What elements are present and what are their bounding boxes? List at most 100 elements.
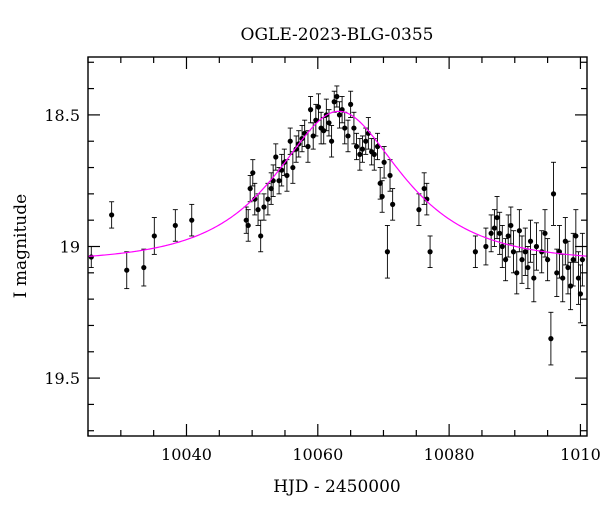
data-marker [494, 214, 500, 221]
data-point [359, 135, 366, 163]
data-marker [579, 257, 586, 263]
data-point [374, 132, 381, 161]
data-marker [353, 143, 360, 150]
data-marker [527, 238, 534, 244]
data-point [299, 124, 305, 153]
data-marker [525, 264, 531, 271]
data-marker [545, 257, 551, 263]
data-marker [293, 146, 299, 152]
data-marker [351, 125, 357, 131]
data-point [371, 138, 377, 171]
data-marker [287, 138, 293, 144]
data-point [276, 167, 282, 195]
data-marker [483, 243, 489, 250]
data-marker [516, 228, 522, 234]
data-point [377, 167, 383, 200]
x-tick-label: 10040 [161, 445, 212, 464]
data-point [334, 85, 340, 108]
data-marker [313, 117, 319, 123]
data-point [261, 193, 267, 221]
data-point [516, 209, 522, 253]
data-marker [548, 336, 554, 342]
data-marker [363, 138, 369, 144]
data-point [525, 246, 531, 290]
data-point [172, 209, 178, 242]
data-marker [510, 249, 517, 255]
data-point [279, 153, 285, 187]
data-marker [374, 143, 381, 150]
data-point [570, 232, 576, 287]
data-marker [284, 172, 290, 179]
data-marker [359, 146, 366, 152]
data-point [336, 101, 343, 129]
data-marker [151, 233, 157, 239]
data-marker [189, 217, 195, 223]
data-marker [342, 125, 348, 131]
data-point [243, 206, 249, 234]
data-point [339, 96, 345, 124]
data-marker [328, 138, 335, 144]
data-marker [141, 264, 147, 271]
data-point [369, 138, 375, 166]
data-point [293, 135, 299, 163]
data-marker [505, 233, 511, 239]
data-point [245, 209, 251, 242]
data-marker [307, 107, 314, 113]
x-tick-label: 10080 [424, 445, 475, 464]
data-point [416, 193, 422, 226]
data-point [321, 117, 327, 145]
data-marker [577, 291, 584, 297]
data-layer [87, 85, 588, 366]
data-marker [321, 128, 327, 134]
data-point [472, 235, 478, 269]
y-tick-label: 19.5 [44, 369, 80, 388]
data-marker [305, 143, 311, 150]
data-point [268, 172, 274, 205]
data-marker [565, 264, 571, 271]
data-point [88, 246, 94, 269]
x-axis-label: HJD - 2450000 [273, 477, 401, 497]
data-marker [172, 222, 178, 229]
data-marker [567, 283, 574, 289]
data-point [545, 238, 551, 282]
data-marker [265, 196, 271, 202]
data-marker [554, 270, 560, 276]
data-point [519, 235, 525, 284]
data-marker [542, 230, 548, 236]
y-tick-label: 18.5 [44, 106, 80, 125]
data-marker [379, 193, 385, 200]
data-marker [276, 178, 282, 184]
data-marker [508, 222, 514, 229]
data-marker [109, 212, 115, 218]
data-marker [315, 104, 322, 110]
data-marker [560, 275, 566, 281]
data-marker [497, 230, 503, 236]
data-point [313, 103, 319, 137]
data-point [384, 224, 390, 279]
data-marker [245, 222, 251, 229]
data-point [567, 261, 574, 311]
data-marker [499, 243, 505, 250]
model-curve [87, 110, 588, 257]
data-marker [261, 204, 267, 210]
data-marker [575, 275, 582, 281]
data-marker [250, 170, 256, 176]
data-point [548, 311, 554, 366]
data-point [290, 151, 296, 184]
data-point [494, 196, 500, 240]
data-marker [472, 249, 478, 255]
data-point [427, 235, 433, 269]
data-marker [268, 185, 274, 192]
data-point [247, 174, 253, 203]
data-marker [573, 233, 579, 239]
data-marker [326, 120, 332, 126]
data-point [531, 253, 537, 303]
data-point [273, 143, 279, 171]
x-tick-label: 1010 [560, 445, 600, 464]
data-point [562, 217, 568, 266]
data-marker [390, 201, 396, 207]
data-point [315, 93, 322, 121]
data-point [522, 227, 528, 276]
data-point [533, 222, 540, 271]
data-point [345, 119, 351, 153]
